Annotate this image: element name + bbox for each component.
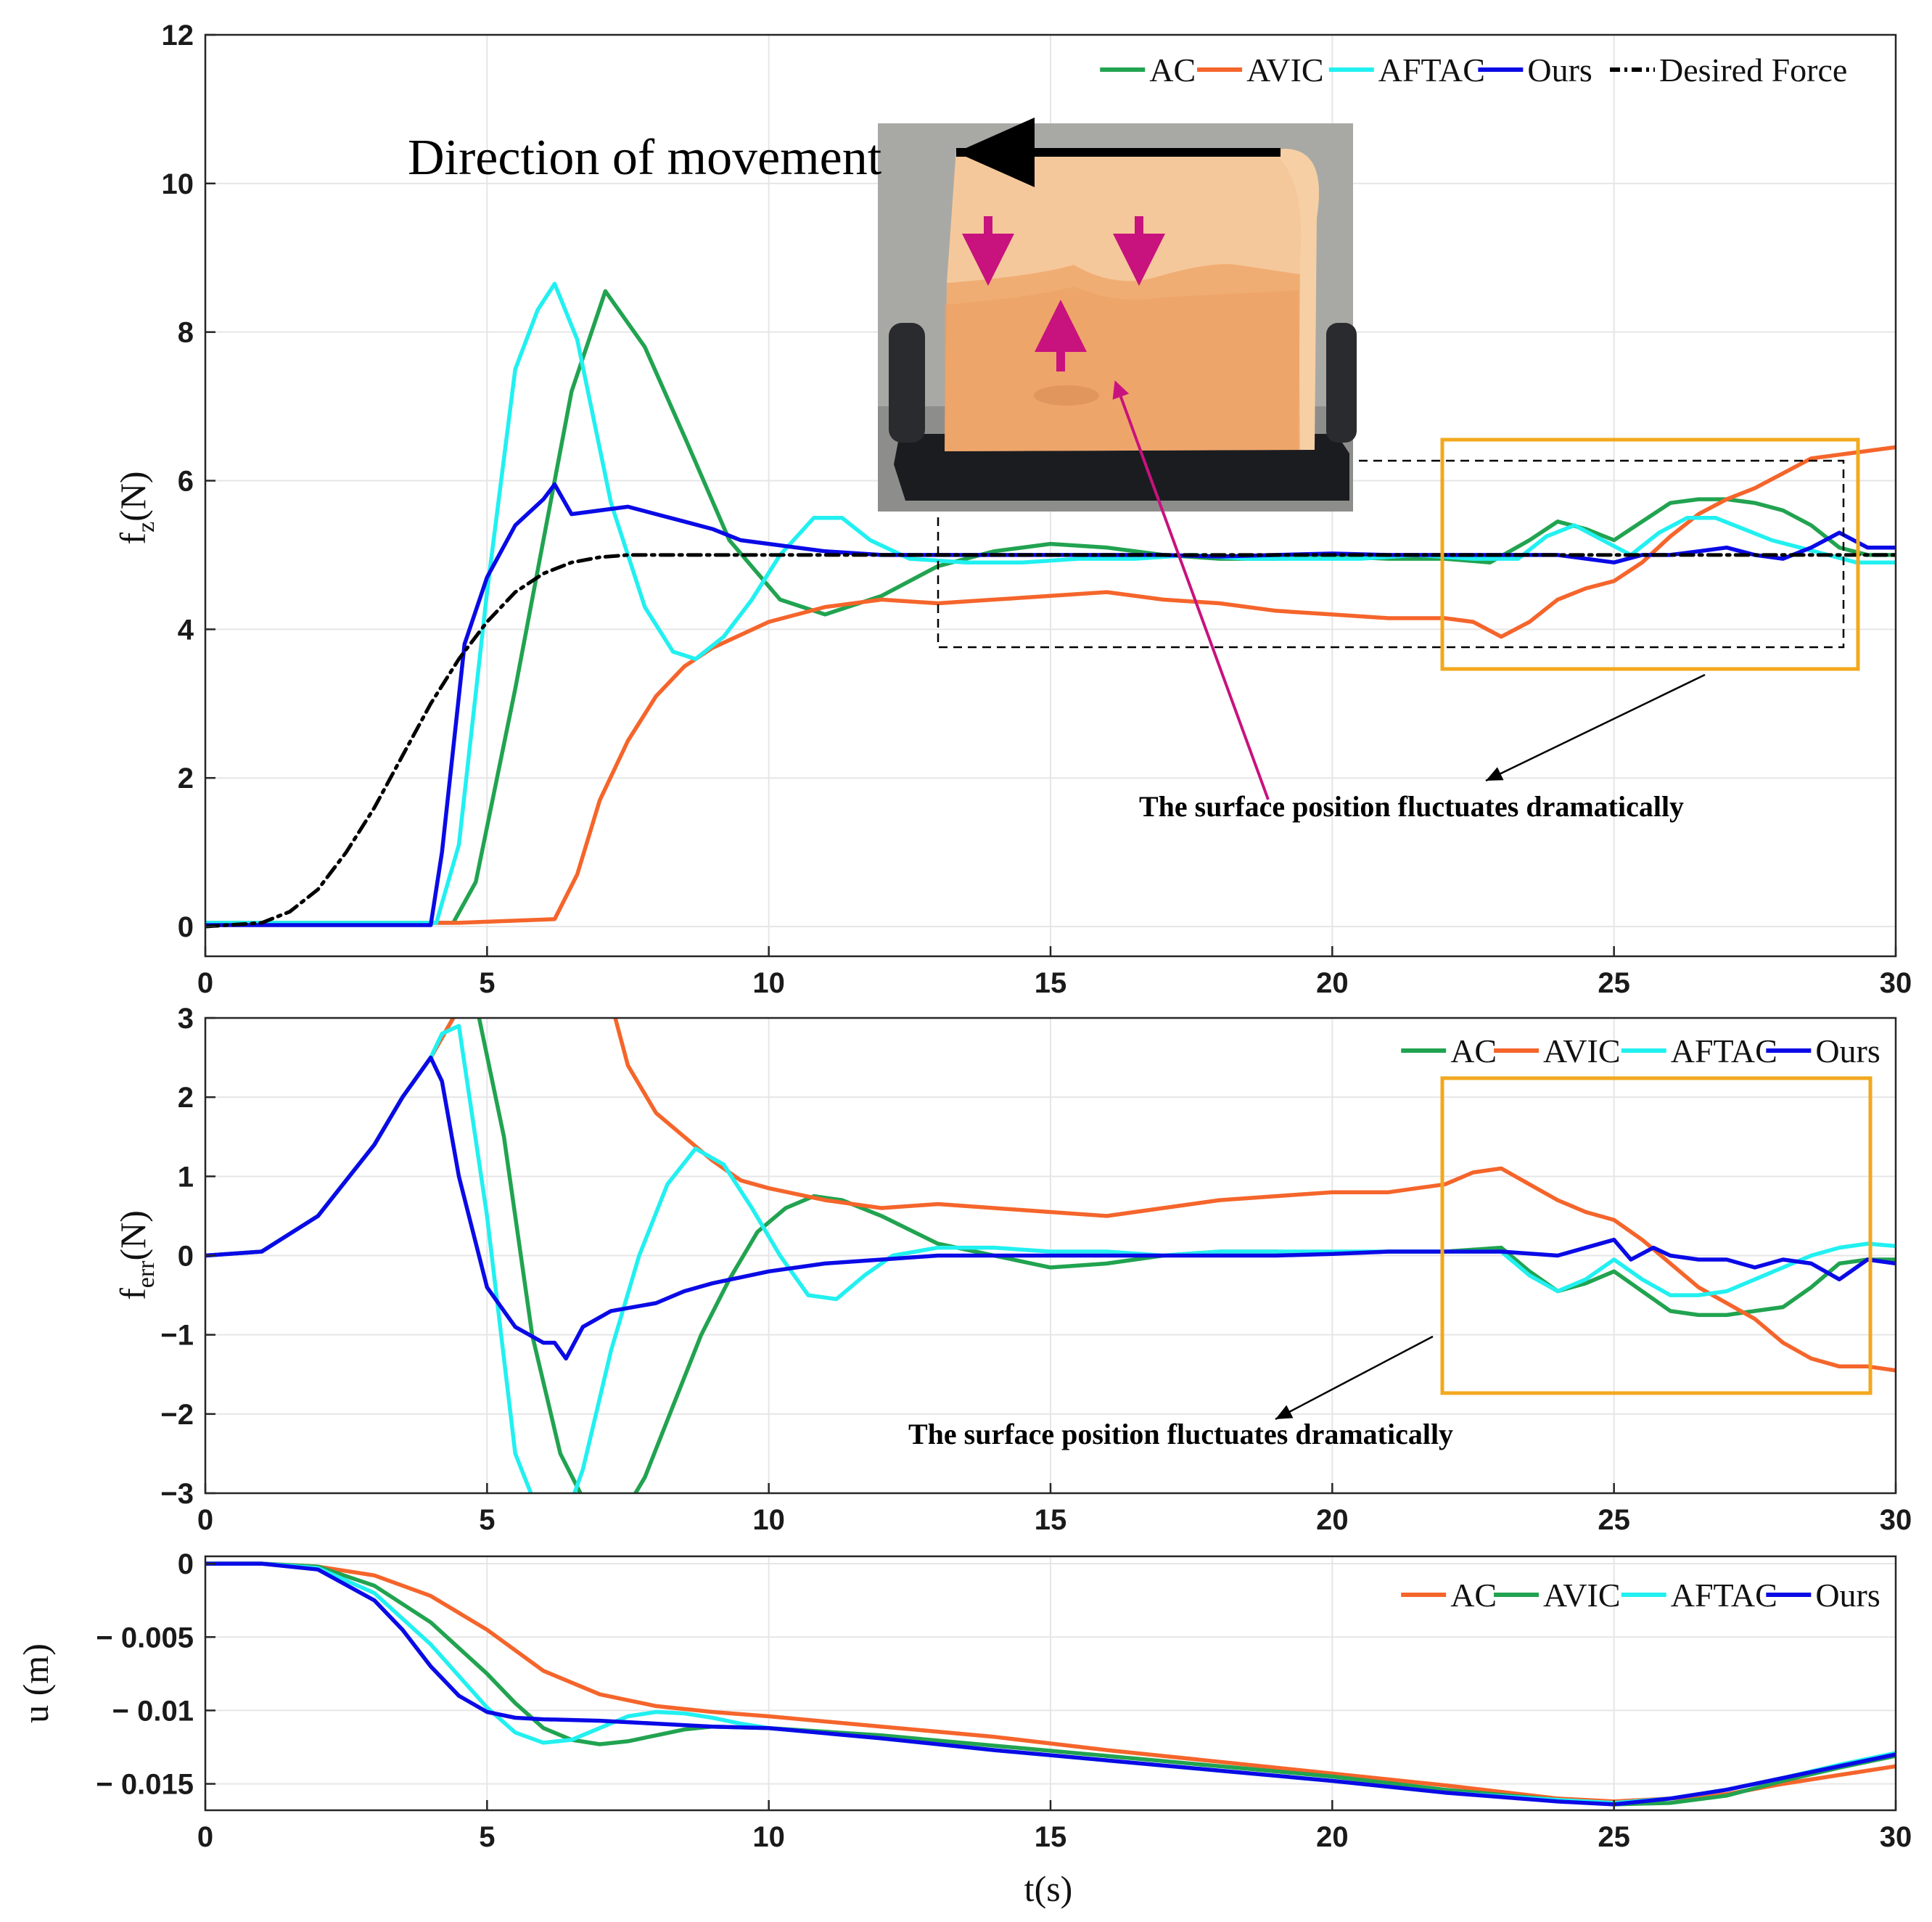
x-tick-label: 15 [1035,1504,1067,1536]
y-tick-label: − 0.01 [112,1695,194,1727]
y-tick-label: 10 [162,168,194,200]
y-tick-label: −2 [160,1399,194,1431]
x-tick-label: 10 [752,1821,785,1853]
series-line-ours [205,1055,1896,1361]
x-tick-label: 15 [1035,1821,1067,1853]
force-error-series [205,1018,1896,1493]
series-line-aftac [205,282,1896,925]
series-line-avic [205,445,1896,925]
x-tick-label: 0 [197,1504,213,1536]
legend-label: AC [1450,1032,1497,1069]
inset-photo: Direction of movement [408,118,1357,512]
force-ticks: 0 5 10 15 20 25 30 0 2 4 6 8 10 12 [162,20,1912,999]
series-line-aftac [205,1024,1896,1493]
annotation-text-top: The surface position fluctuates dramatic… [1139,790,1684,823]
highlight-box-middle [1440,1076,1873,1395]
tray-handle-left [889,323,925,443]
x-tick-label: 10 [752,1504,785,1536]
x-tick-label: 0 [197,967,213,999]
legend-label: Desired Force [1659,52,1847,89]
y-tick-label: − 0.015 [96,1769,194,1801]
displacement-series [205,1561,1896,1807]
x-tick-label: 5 [479,1821,495,1853]
dashed-region-box [937,459,1845,649]
x-tick-label: 5 [479,967,495,999]
x-tick-label: 25 [1598,967,1630,999]
y-tick-label: 0 [178,911,194,943]
y-tick-label: 12 [162,20,194,52]
legend-label: AFTAC [1671,1577,1777,1614]
displacement-legend: Ours AFTAC AVIC AC [1401,1577,1880,1614]
y-tick-label: −3 [160,1478,194,1510]
x-tick-label: 25 [1598,1821,1630,1853]
force-error-legend: Ours AFTAC AVIC AC [1401,1032,1880,1069]
x-tick-label: 30 [1880,967,1912,999]
annotation-arrow-middle [1275,1335,1434,1421]
series-line-desired-force [205,553,1896,929]
legend-label: Ours [1815,1032,1880,1069]
y-tick-label: 0 [178,1241,194,1273]
force-panel: 0 5 10 15 20 25 30 0 2 4 6 8 10 12 Desired Force Ours A… [112,20,1912,999]
force-error-ylabel: ferr(N) [112,1210,160,1300]
displacement-ylabel: u (m) [15,1643,56,1723]
force-error-grid [205,1018,1896,1493]
lesion-pointer-arrow [1112,380,1270,800]
series-line-avic [205,1018,1896,1373]
y-tick-label: −1 [160,1320,194,1352]
y-tick-label: 2 [178,763,194,794]
x-tick-label: 10 [752,967,785,999]
annotation-arrow-top [1485,673,1706,782]
legend-label: Ours [1527,52,1592,89]
x-tick-label: 30 [1880,1504,1912,1536]
tray-handle-right [1326,323,1357,443]
y-tick-label: 2 [178,1082,194,1114]
x-tick-label: 30 [1880,1821,1912,1853]
x-tick-label: 5 [479,1504,495,1536]
y-tick-label: 4 [178,614,194,646]
displacement-ticks: 0 5 10 15 20 25 30 0 − 0.005 − 0.01 − 0.015 [96,1548,1912,1853]
direction-text: Direction of movement [408,130,882,186]
y-tick-label: 8 [178,317,194,349]
phantom-front-shading [945,287,1300,451]
y-tick-label: − 0.005 [96,1622,194,1654]
annotation-text-middle: The surface position fluctuates dramatic… [908,1418,1453,1450]
x-tick-label: 25 [1598,1504,1630,1536]
y-tick-label: 0 [178,1548,194,1580]
x-tick-label: 20 [1316,1821,1349,1853]
y-tick-label: 6 [178,466,194,498]
legend-label: Ours [1815,1577,1880,1614]
force-ylabel: fz(N) [112,471,160,544]
phantom-side-face [1277,149,1319,450]
series-line-ours [205,1561,1896,1807]
legend-label: AFTAC [1671,1032,1777,1069]
force-legend: Desired Force Ours AFTAC AVIC AC [1100,52,1847,89]
legend-label: AC [1149,52,1196,89]
legend-label: AVIC [1246,52,1324,89]
x-tick-label: 20 [1316,1504,1349,1536]
phantom-lesion [1034,385,1099,406]
force-series [205,282,1896,929]
phantom-top-face [947,149,1319,283]
x-tick-label: 20 [1316,967,1349,999]
legend-label: AVIC [1543,1032,1621,1069]
y-tick-label: 3 [178,1003,194,1035]
highlight-box-top [1440,438,1860,671]
y-tick-label: 1 [178,1161,194,1193]
legend-label: AFTAC [1378,52,1485,89]
displacement-xlabel: t(s) [1024,1868,1073,1909]
x-tick-label: 15 [1035,967,1067,999]
legend-label: AC [1450,1577,1497,1614]
legend-label: AVIC [1543,1577,1621,1614]
x-tick-label: 0 [197,1821,213,1853]
displacement-panel: 0 5 10 15 20 25 30 0 − 0.005 − 0.01 − 0.015 Ours AF… [15,1548,1912,1909]
